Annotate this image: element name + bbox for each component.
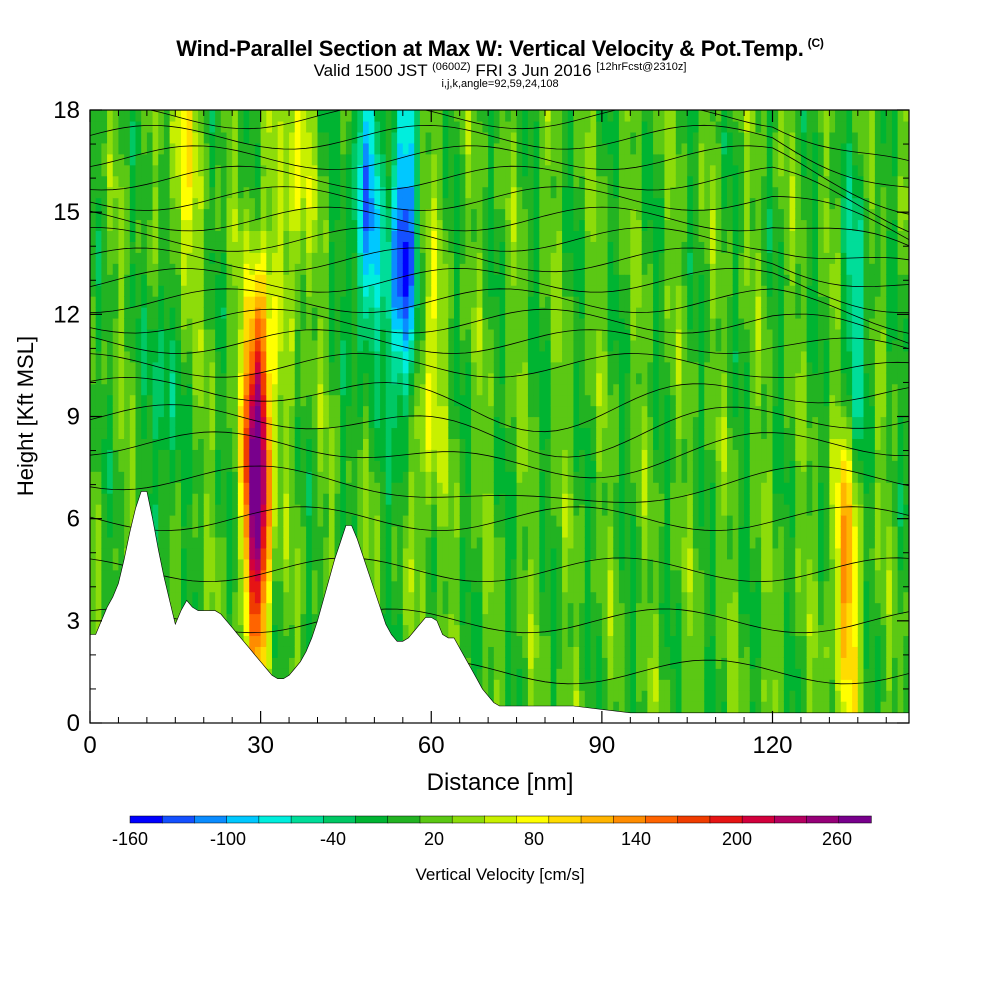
colorbar-swatch [741, 815, 776, 824]
colorbar-swatch [129, 815, 163, 824]
theta-contour [90, 308, 909, 344]
x-tick-label: 60 [418, 732, 445, 759]
theta-contour [90, 557, 909, 583]
x-axis-label: Distance [nm] [427, 769, 574, 796]
theta-contour [90, 353, 909, 379]
theta-contour [90, 404, 909, 458]
x-tick-label: 30 [247, 732, 274, 759]
colorbar-swatch [548, 815, 582, 824]
chart-title-text: Wind-Parallel Section at Max W: Vertical… [176, 36, 804, 61]
colorbar-swatch [290, 815, 324, 824]
colorbar-swatch [838, 815, 872, 824]
y-tick-label: 12 [53, 301, 80, 328]
colorbar-tick-label: 260 [822, 829, 852, 849]
theta-contour [90, 465, 909, 503]
colorbar-swatch [323, 815, 357, 824]
colorbar-tick-label: 140 [621, 829, 651, 849]
colorbar-tick-label: -40 [320, 829, 346, 849]
colorbar-swatch [516, 815, 550, 824]
potential-temperature-contours [90, 110, 909, 685]
colorbar-swatch [645, 815, 679, 824]
x-tick-label: 120 [752, 732, 792, 759]
theta-contour [90, 431, 909, 479]
theta-contour [90, 247, 909, 288]
grid-info: i,j,k,angle=92,59,24,108 [441, 78, 559, 90]
colorbar-swatch [161, 815, 196, 824]
colorbar-swatch [709, 815, 743, 824]
copyright-mark: (C) [807, 36, 824, 50]
colorbar-swatch [774, 815, 808, 824]
valid-time: Valid 1500 JST [313, 61, 428, 80]
x-tick-label: 0 [83, 732, 96, 759]
y-tick-label: 15 [53, 199, 80, 226]
colorbar: -160 -100 -40 20 80 140 200 260 [112, 815, 872, 849]
y-tick-label: 9 [67, 404, 80, 431]
colorbar-swatch [355, 815, 389, 824]
colorbar-swatch [194, 815, 228, 824]
theta-contour [90, 145, 909, 215]
theta-contour [90, 506, 909, 532]
colorbar-tick-label: 80 [524, 829, 544, 849]
y-tick-label: 0 [67, 710, 80, 737]
y-tick-label: 18 [53, 97, 80, 124]
colorbar-swatch [419, 815, 453, 824]
colorbar-swatch [806, 815, 840, 824]
colorbar-swatch [484, 815, 518, 824]
theta-contour [90, 124, 909, 188]
x-tick-label: 90 [589, 732, 616, 759]
colorbar-tick-label: -160 [112, 829, 148, 849]
colorbar-swatch [451, 815, 486, 824]
terrain-mask [89, 491, 910, 724]
theta-contour [90, 227, 909, 261]
theta-contour [90, 206, 909, 247]
colorbar-swatch [580, 815, 614, 824]
axes: 0 30 60 90 120 0 3 6 9 12 15 18 [53, 97, 909, 759]
theta-contour [148, 110, 909, 161]
valid-zulu: (0600Z) [432, 61, 471, 73]
forecast-info: [12hrFcst@2310z] [596, 61, 687, 73]
colorbar-swatch [613, 815, 647, 824]
y-axis-label: Height [Kft MSL] [13, 336, 38, 496]
theta-contour [90, 267, 909, 313]
colorbar-swatch [677, 815, 711, 824]
theta-contour [90, 288, 909, 334]
theta-contour [90, 329, 909, 354]
colorbar-tick-label: 20 [424, 829, 444, 849]
y-tick-label: 6 [67, 506, 80, 533]
colorbar-tick-label: -100 [210, 829, 246, 849]
vertical-velocity-field [90, 110, 909, 723]
chart-title: Wind-Parallel Section at Max W: Vertical… [0, 36, 1000, 62]
valid-date: FRI 3 Jun 2016 [475, 61, 592, 80]
colorbar-label: Vertical Velocity [cm/s] [415, 865, 584, 884]
y-tick-label: 3 [67, 608, 80, 635]
colorbar-swatch [387, 815, 421, 824]
theta-contour [90, 186, 909, 241]
valid-time-line: Valid 1500 JST (0600Z) FRI 3 Jun 2016 [1… [0, 61, 1000, 81]
theta-contour [90, 376, 909, 433]
colorbar-tick-label: 200 [722, 829, 752, 849]
colorbar-swatch [258, 815, 292, 824]
theta-contour [90, 165, 909, 233]
colorbar-swatch [226, 815, 260, 824]
